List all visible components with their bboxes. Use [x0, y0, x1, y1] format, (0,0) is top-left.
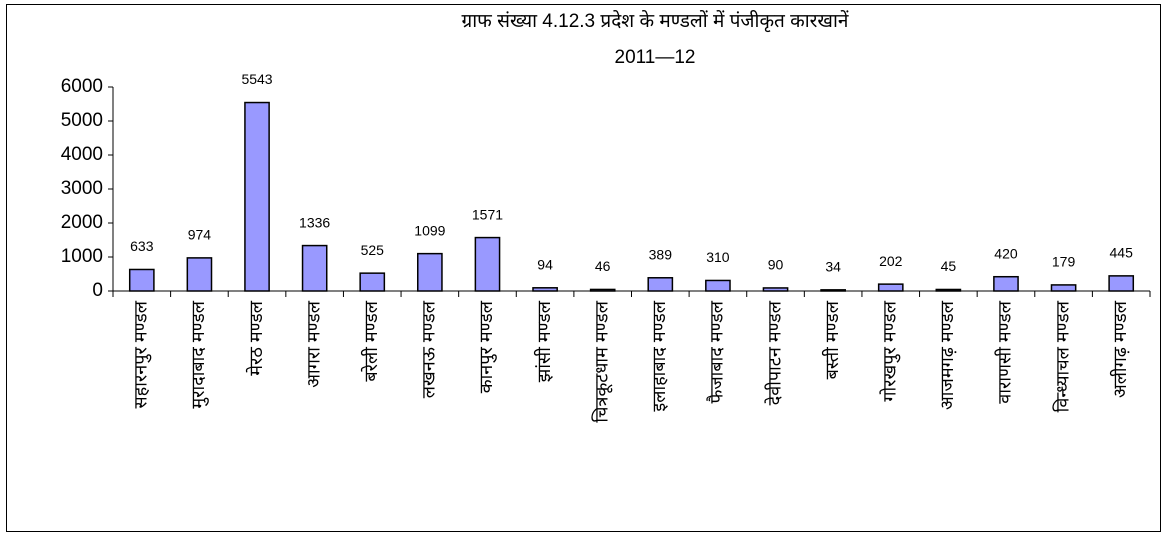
x-tick-label: आगरा मण्डल — [303, 300, 323, 387]
bar — [935, 288, 962, 292]
data-label: 1336 — [299, 214, 330, 230]
bar — [244, 101, 270, 292]
data-label: 1099 — [414, 222, 445, 238]
y-tick-label: 5000 — [61, 110, 103, 131]
data-label: 310 — [706, 249, 730, 265]
bar — [1108, 275, 1135, 292]
y-tick-label: 2000 — [61, 212, 103, 233]
x-tick-label: इलाहाबाद मण्डल — [649, 300, 669, 411]
x-tick-label: मुरादाबाद मण्डल — [188, 300, 209, 408]
bar — [128, 268, 155, 292]
data-label: 94 — [537, 257, 553, 273]
x-tick-label: बस्ती मण्डल — [821, 300, 842, 379]
data-label: 633 — [130, 238, 154, 254]
data-label: 974 — [188, 227, 212, 243]
bar — [301, 244, 328, 292]
bar — [647, 277, 674, 292]
data-label: 34 — [825, 259, 841, 275]
data-label: 45 — [941, 258, 957, 274]
bar — [186, 257, 213, 292]
x-tick-label: बरेली मण्डल — [360, 300, 381, 381]
x-tick-label: झांसी मण्डल — [533, 300, 554, 382]
x-tick-label: अलीगढ़ मण्डल — [1109, 300, 1130, 398]
x-tick-label: फैजाबाद मण्डल — [706, 300, 727, 403]
x-tick-label: वाराणसी मण्डल — [994, 300, 1015, 403]
data-label: 1571 — [472, 206, 503, 222]
data-label: 46 — [595, 258, 611, 274]
x-tick-label: लखनऊ मण्डल — [419, 300, 439, 398]
data-label: 420 — [994, 245, 1018, 261]
bar — [877, 283, 904, 292]
data-label: 5543 — [241, 71, 272, 87]
bar — [762, 287, 789, 292]
y-tick-label: 3000 — [61, 178, 103, 199]
data-label: 389 — [649, 246, 673, 262]
x-tick-label: मेरठ मण्डल — [245, 300, 266, 376]
bar — [993, 275, 1019, 292]
y-tick-label: 0 — [92, 280, 103, 301]
data-label: 90 — [768, 257, 784, 273]
x-tick-label: कानपुर मण्डल — [476, 300, 497, 393]
y-tick-label: 6000 — [61, 76, 103, 97]
chart-title: ग्राफ संख्या 4.12.3 प्रदेश के मण्डलों मे… — [462, 9, 849, 33]
chart-subtitle: 2011—12 — [615, 47, 696, 68]
bar — [589, 288, 616, 292]
bar — [532, 287, 558, 292]
bar — [1050, 284, 1077, 292]
x-tick-label: आजमगढ़ मण्डल — [937, 300, 957, 410]
chart-border — [6, 4, 1161, 532]
x-tick-label: गोरखपुर मण्डल — [879, 300, 901, 401]
data-label: 445 — [1110, 245, 1134, 261]
x-tick-label: चित्रकूटधाम मण्डल — [590, 300, 612, 422]
data-label: 525 — [361, 242, 385, 258]
x-tick-label: विन्ध्याचल मण्डल — [1051, 300, 1072, 412]
y-tick-label: 4000 — [61, 144, 103, 165]
x-tick-label: सहारनपुर मण्डल — [131, 300, 152, 408]
bar — [474, 236, 501, 292]
bar — [417, 252, 443, 292]
data-label: 179 — [1052, 254, 1076, 270]
y-tick-label: 1000 — [61, 246, 103, 267]
bar — [359, 272, 386, 292]
bar — [705, 279, 731, 292]
x-tick-label: देवीपाटन मण्डल — [763, 300, 784, 405]
bar — [820, 289, 846, 292]
data-label: 202 — [879, 253, 903, 269]
